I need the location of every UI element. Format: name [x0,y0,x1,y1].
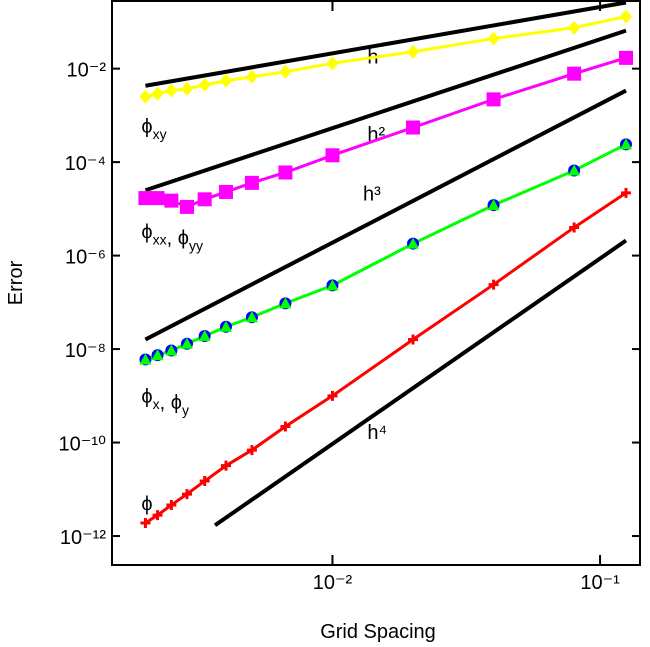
marker [406,120,421,135]
marker [139,89,152,104]
y-tick-label: 10⁻⁶ [65,247,106,269]
marker [407,237,420,249]
marker [246,445,257,456]
marker [245,311,258,323]
marker [327,390,338,401]
marker [165,344,178,356]
marker [219,320,232,332]
annotation-text: ϕ [141,386,152,408]
marker [151,86,164,101]
annotation-sub: y [182,402,189,418]
annotation: ϕxx, ϕyy [141,222,203,254]
marker [487,31,500,46]
marker [278,165,293,180]
marker [166,500,177,511]
marker [181,337,194,349]
marker [139,353,152,365]
marker [488,279,499,290]
x-axis-label: Grid Spacing [320,621,436,643]
annotation: ϕx, ϕy [141,386,189,418]
x-tick-label: 10⁻² [313,572,353,594]
annotation: ϕxy [141,116,166,142]
annotation-text: ϕ [141,116,152,138]
marker [218,184,233,199]
annotation-text: , ϕ [160,392,182,414]
y-tick-label: 10⁻² [67,60,107,82]
reference-label: h⁴ [367,422,387,444]
marker [487,199,500,211]
marker [165,83,178,98]
plot-frame [111,0,641,566]
reference-label: h³ [363,184,381,206]
marker [279,64,292,79]
marker [138,191,153,206]
marker [619,50,634,65]
marker [151,349,164,361]
y-tick-label: 10⁻¹² [60,527,106,549]
marker [620,138,633,150]
marker [152,510,163,521]
annotation-text: , ϕ [167,228,189,250]
marker [279,297,292,309]
marker [198,77,211,92]
marker [197,192,212,207]
marker [326,279,339,291]
marker [568,20,581,35]
annotation-sub: xx [153,232,167,248]
reference-line [144,88,627,342]
y-axis-label: Error [5,260,27,305]
reference-line [213,238,628,527]
annotation-text: ϕ [141,494,152,516]
marker [198,330,211,342]
annotation-sub: x [153,396,160,412]
marker [567,66,582,81]
marker [164,193,179,208]
annotation-sub: xy [153,126,167,142]
series-line [145,56,627,209]
marker [245,69,258,84]
marker [220,460,231,471]
marker [182,489,192,500]
marker [244,175,259,190]
marker [569,222,580,233]
marker [180,199,195,214]
annotation-sub: yy [189,238,203,254]
y-tick-label: 10⁻⁴ [65,153,106,175]
reference-line [144,28,627,193]
marker [620,9,633,24]
marker [568,164,581,176]
x-tick-label: 10⁻¹ [580,572,620,594]
reference-line [145,0,627,88]
marker [150,191,165,206]
y-tick-label: 10⁻⁸ [65,340,106,362]
marker [325,148,340,163]
marker [181,81,194,96]
marker [280,421,291,432]
marker [140,518,151,529]
marker [407,44,420,59]
marker [408,334,419,345]
marker [486,92,501,107]
annotation-text: ϕ [141,222,152,244]
y-tick-label: 10⁻¹⁰ [59,434,106,456]
series-line [144,143,627,361]
series-line [144,191,627,525]
annotation: ϕ [141,494,152,516]
marker [199,476,210,487]
marker [219,73,232,88]
marker [621,187,632,198]
marker [326,56,339,71]
